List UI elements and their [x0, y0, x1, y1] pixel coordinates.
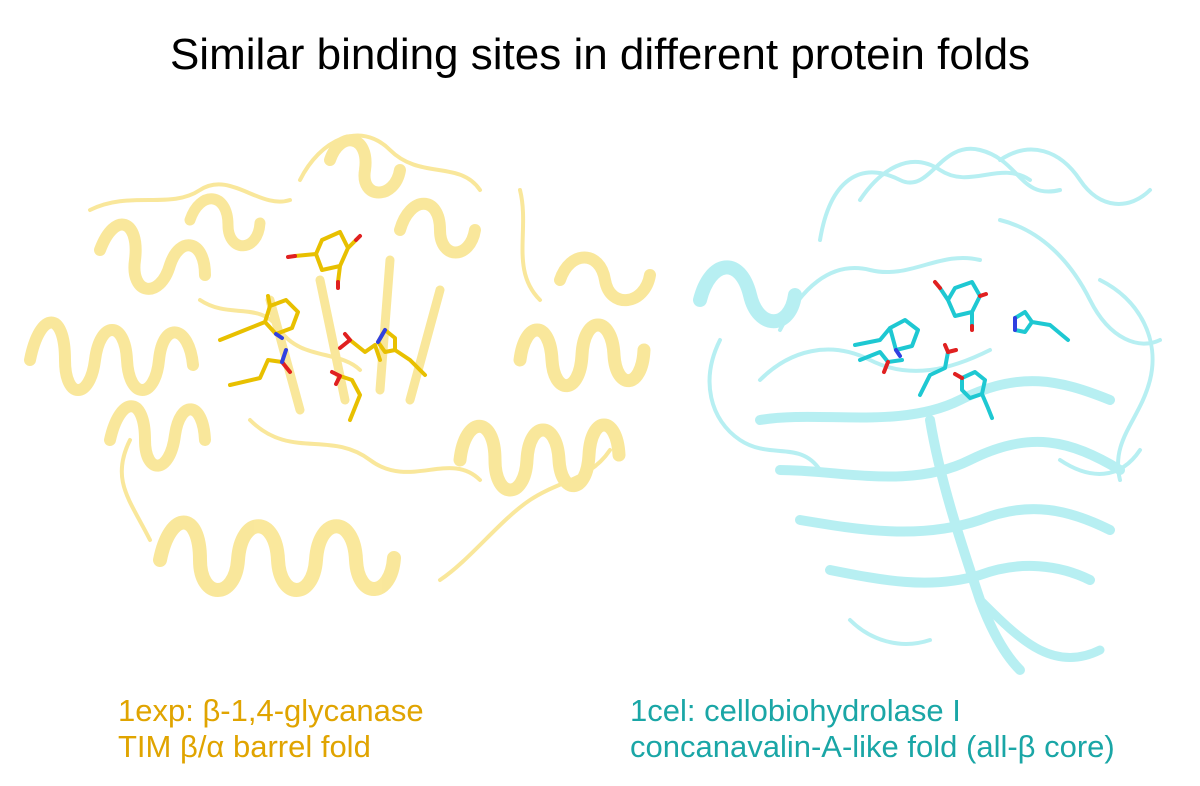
right-active-site	[853, 280, 1070, 420]
right-loop-6	[998, 218, 1162, 346]
right-strand-5	[925, 415, 1025, 675]
left-active-site	[218, 230, 427, 422]
left-protein-cartoon	[24, 133, 656, 597]
left-loop-3	[298, 133, 482, 192]
left-helix-right-3	[554, 251, 656, 306]
right-loop-10	[1058, 448, 1142, 476]
left-loop-4	[518, 188, 542, 302]
left-loop-5	[119, 438, 152, 542]
left-helix-right-1	[453, 418, 626, 497]
right-loop-5	[758, 347, 992, 382]
right-protein-cartoon	[693, 146, 1162, 675]
left-helix-right-2	[513, 318, 651, 393]
figure-title: Similar binding sites in different prote…	[169, 30, 1031, 79]
right-helix-1	[693, 260, 802, 329]
right-loop-1	[818, 146, 1062, 242]
right-loop-8	[998, 147, 1152, 206]
right-loop-7	[778, 255, 982, 332]
left-caption: 1exp: β-1,4-glycanase TIM β/α barrel fol…	[118, 693, 424, 765]
left-protein-fold: TIM β/α barrel fold	[118, 729, 371, 764]
left-glutamate-2	[338, 374, 362, 422]
right-histidine	[1013, 310, 1070, 342]
right-caption: 1cel: cellobiohydrolase I concanavalin-A…	[630, 693, 1115, 765]
left-helix-top-3	[184, 193, 266, 252]
left-strand-2	[375, 255, 395, 395]
left-strand-3	[405, 285, 445, 405]
left-protein-name: 1exp: β-1,4-glycanase	[118, 693, 424, 728]
right-protein-fold: concanavalin-A-like fold (all-β core)	[630, 729, 1115, 764]
right-loop-9	[848, 618, 932, 646]
left-loop-1	[88, 182, 292, 212]
right-loop-3	[707, 338, 822, 472]
right-glutamate	[918, 350, 950, 397]
right-loop-4	[1098, 278, 1155, 482]
left-tryptophan	[218, 294, 300, 342]
left-helix-3	[94, 218, 211, 295]
left-loop-2	[248, 418, 482, 482]
right-strand-1	[755, 376, 1115, 425]
right-strand-2	[775, 436, 1125, 482]
right-loop-2	[858, 159, 1032, 202]
left-helix-top-1	[324, 134, 406, 199]
right-strand-3	[795, 504, 1115, 537]
right-protein-name: 1cel: cellobiohydrolase I	[630, 693, 961, 728]
left-glutamate-1	[348, 338, 382, 362]
left-helix-2	[104, 400, 211, 472]
right-tryptophan	[853, 318, 920, 352]
left-loop-6	[438, 448, 612, 582]
right-tyrosine	[960, 370, 994, 420]
right-strand-4	[825, 561, 1095, 588]
left-helix-1	[24, 316, 199, 396]
left-helix-top-2	[394, 197, 481, 259]
left-sugar-ligand	[293, 230, 358, 284]
right-sugar-ligand	[938, 280, 982, 328]
left-strand-1	[315, 275, 350, 405]
right-tyrosine-side	[858, 350, 904, 364]
right-strand-6	[975, 595, 1105, 662]
left-helix-bottom	[153, 515, 401, 597]
left-asparagine	[228, 358, 284, 387]
